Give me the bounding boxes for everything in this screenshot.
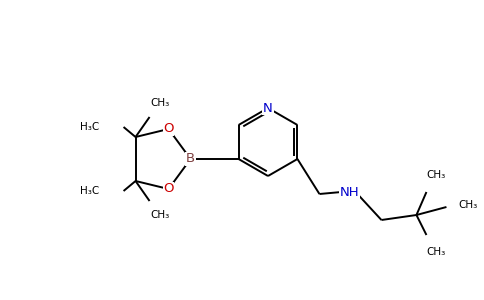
Text: H₃C: H₃C [80,122,100,132]
Text: CH₃: CH₃ [150,210,169,220]
Text: O: O [163,122,174,136]
Text: CH₃: CH₃ [427,247,446,257]
Text: O: O [163,182,174,196]
Text: NH: NH [340,185,359,199]
Text: CH₃: CH₃ [427,170,446,180]
Text: CH₃: CH₃ [150,98,169,108]
Text: N: N [263,101,273,115]
Text: H₃C: H₃C [80,186,100,196]
Text: B: B [186,152,195,166]
Text: CH₃: CH₃ [459,200,478,210]
